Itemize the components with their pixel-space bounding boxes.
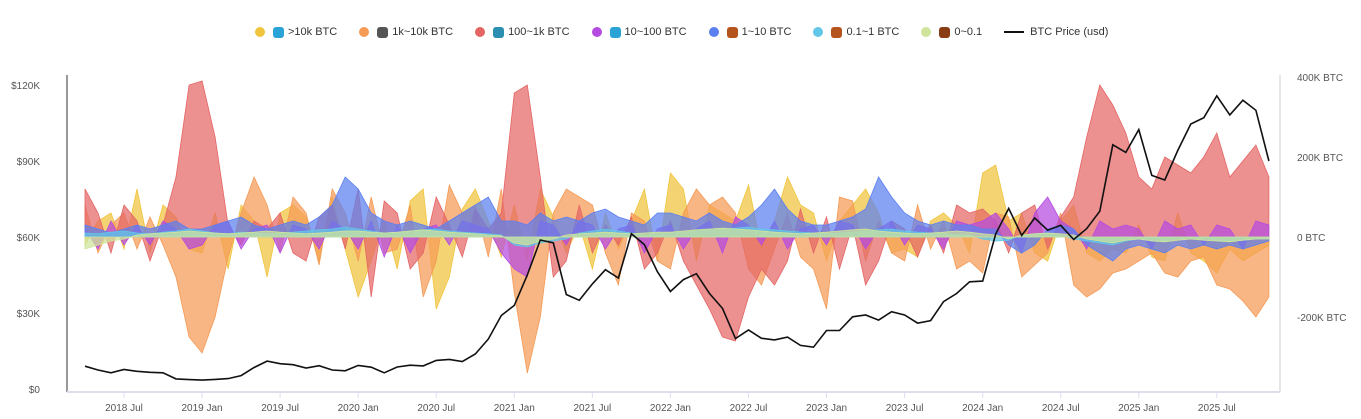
legend-dot-swatch (475, 27, 486, 37)
left-tick-label: $0 (29, 385, 41, 396)
cohort-animal-icon (609, 26, 621, 38)
x-tick-label: 2022 Jan (650, 403, 691, 414)
legend-label: 0~0.1 (954, 26, 983, 38)
legend-item[interactable]: 0~0.1 (921, 26, 982, 38)
x-tick-label: 2019 Jul (261, 403, 299, 414)
legend-dot-swatch (708, 27, 719, 37)
legend-item[interactable]: BTC Price (usd) (1004, 26, 1108, 38)
x-tick-label: 2025 Jan (1118, 403, 1159, 414)
cohort-animal-icon (377, 26, 389, 38)
x-tick-label: 2021 Jan (494, 403, 535, 414)
area-series-2 (84, 80, 1270, 342)
legend-label: >10k BTC (288, 26, 338, 38)
legend-label: 100~1k BTC (508, 26, 570, 38)
x-tick-label: 2021 Jul (573, 403, 611, 414)
x-tick-label: 2025 Jul (1198, 403, 1236, 414)
btc-price-line (84, 94, 1270, 381)
area-series-6 (84, 227, 1270, 250)
right-tick-label: 200K BTC (1297, 153, 1343, 164)
legend-item[interactable]: 1k~10k BTC (359, 26, 453, 38)
legend-dot-swatch (359, 27, 370, 37)
legend-dot-swatch (591, 27, 602, 37)
legend-label: 0.1~1 BTC (846, 26, 900, 38)
area-series-4 (84, 176, 1270, 262)
x-tick-label: 2023 Jul (886, 403, 924, 414)
left-tick-label: $30K (17, 309, 41, 320)
left-tick-label: $120K (11, 81, 40, 92)
legend-label: 1k~10k BTC (392, 26, 454, 38)
legend-label: 10~100 BTC (624, 26, 687, 38)
left-tick-label: $60K (17, 233, 41, 244)
legend-line-swatch (1004, 31, 1025, 33)
legend-item[interactable]: 100~1k BTC (475, 26, 570, 38)
legend-label: BTC Price (usd) (1030, 26, 1109, 38)
cohort-animal-icon (273, 26, 284, 38)
legend: >10k BTC 1k~10k BTC 100~1k BTC 10~100 BTC 1~… (255, 26, 1130, 38)
legend-item[interactable]: 0.1~1 BTC (813, 26, 899, 38)
cohort-animal-icon (831, 26, 843, 38)
legend-dot-swatch (255, 27, 265, 37)
cohort-animal-icon (726, 26, 738, 38)
right-tick-label: -200K BTC (1297, 313, 1346, 324)
x-tick-label: 2022 Jul (730, 403, 768, 414)
legend-dot-swatch (813, 27, 824, 37)
x-tick-label: 2023 Jan (806, 403, 847, 414)
x-tick-label: 2024 Jul (1042, 403, 1080, 414)
cohort-animal-icon (939, 26, 951, 38)
left-tick-label: $90K (17, 157, 41, 168)
cohort-animal-icon (493, 26, 505, 38)
right-tick-label: 400K BTC (1297, 73, 1343, 84)
legend-dot-swatch (921, 27, 932, 37)
x-tick-label: 2020 Jul (417, 403, 455, 414)
x-tick-label: 2020 Jan (338, 403, 379, 414)
x-tick-label: 2019 Jan (181, 403, 222, 414)
x-tick-label: 2018 Jul (105, 403, 143, 414)
legend-item[interactable]: 1~10 BTC (708, 26, 792, 38)
legend-item[interactable]: 10~100 BTC (591, 26, 687, 38)
legend-label: 1~10 BTC (741, 26, 792, 38)
legend-item[interactable]: >10k BTC (255, 26, 337, 38)
right-tick-label: 0 BTC (1297, 233, 1325, 244)
x-tick-label: 2024 Jan (962, 403, 1003, 414)
